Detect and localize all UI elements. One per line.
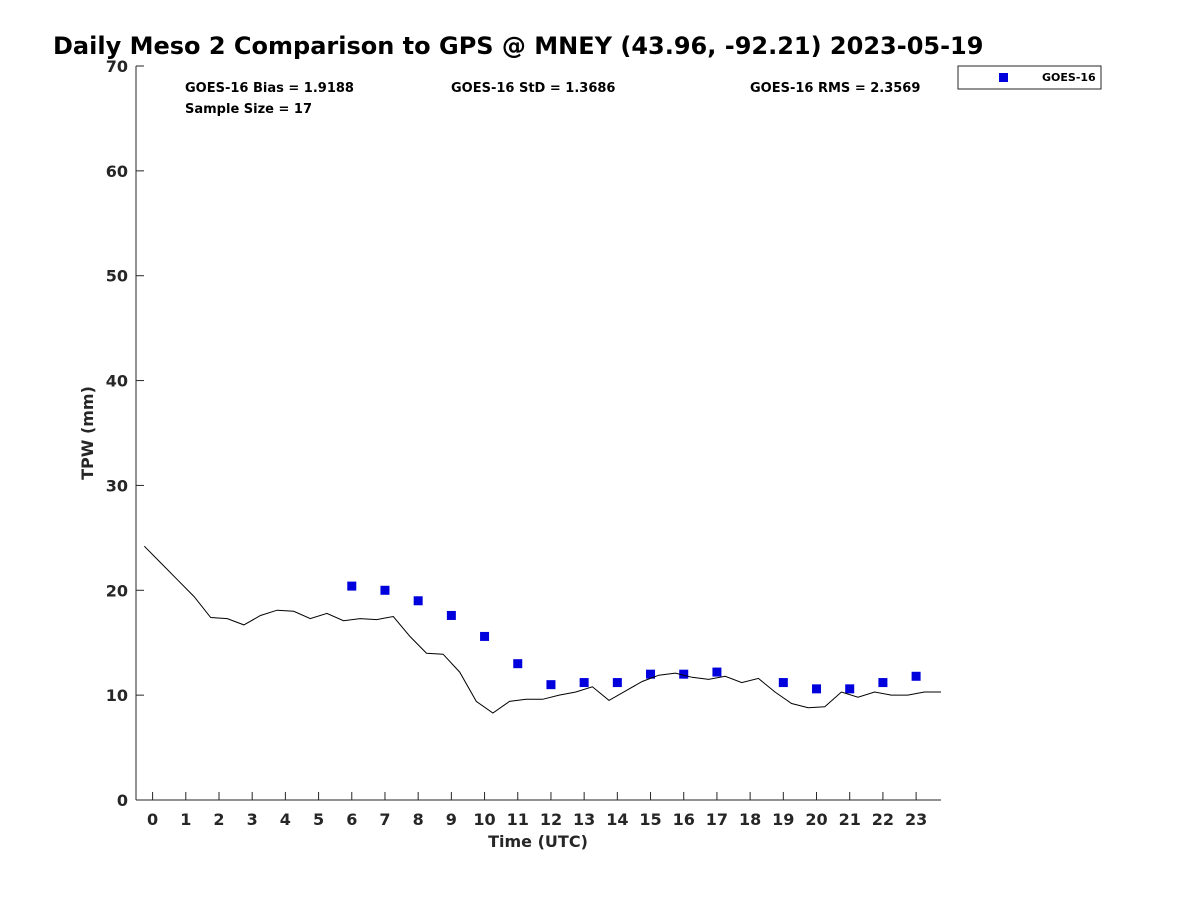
x-tick-label: 13	[573, 810, 595, 829]
x-tick-label: 18	[739, 810, 761, 829]
gps-tpw-line	[143, 545, 941, 714]
x-tick-label: 4	[280, 810, 291, 829]
x-tick-label: 11	[507, 810, 529, 829]
legend-box	[957, 65, 1102, 90]
goes16-data-point	[679, 669, 689, 679]
x-tick-label: 16	[673, 810, 695, 829]
x-tick-label: 12	[540, 810, 562, 829]
goes16-data-point	[546, 680, 556, 690]
y-tick-label: 60	[106, 162, 128, 181]
rms-stat: GOES-16 RMS = 2.3569	[750, 81, 920, 96]
x-tick-label: 9	[446, 810, 457, 829]
std-stat: GOES-16 StD = 1.3686	[451, 81, 615, 96]
goes16-data-point	[446, 610, 456, 620]
axes	[135, 66, 941, 801]
x-tick-label: 22	[872, 810, 894, 829]
goes16-data-point	[911, 671, 921, 681]
y-tick-label: 40	[106, 372, 128, 391]
goes16-data-point	[778, 678, 788, 688]
goes16-data-point	[347, 581, 357, 591]
x-tick-label: 17	[706, 810, 728, 829]
legend: GOES-16	[957, 65, 1102, 90]
goes16-data-point	[480, 631, 490, 641]
x-tick-label: 8	[413, 810, 424, 829]
y-tick-label: 10	[106, 686, 128, 705]
goes16-data-point	[646, 669, 656, 679]
x-tick-label: 23	[905, 810, 927, 829]
x-tick-label: 6	[346, 810, 357, 829]
goes16-data-point	[413, 596, 423, 606]
y-ticks: 0 10 20 30 40 50 60 70	[106, 57, 144, 810]
x-tick-label: 2	[213, 810, 224, 829]
legend-label: GOES-16	[1042, 71, 1096, 84]
stats-annotations: GOES-16 Bias = 1.9188 GOES-16 StD = 1.36…	[185, 81, 920, 117]
y-tick-label: 20	[106, 581, 128, 600]
goes16-data-point	[612, 678, 622, 688]
goes16-data-point	[380, 585, 390, 595]
x-tick-label: 20	[805, 810, 827, 829]
x-tick-label: 5	[313, 810, 324, 829]
x-tick-label: 3	[247, 810, 258, 829]
y-axis-label: TPW (mm)	[78, 386, 97, 480]
legend-marker	[999, 73, 1008, 82]
x-tick-label: 7	[379, 810, 390, 829]
x-tick-label: 1	[180, 810, 191, 829]
y-tick-label: 50	[106, 267, 128, 286]
chart-title: Daily Meso 2 Comparison to GPS @ MNEY (4…	[53, 32, 983, 60]
x-ticks: 0 1 2 3 4 5 6 7 8 9 10 11 12 13 14 15 16 17 18 19 20 21 22 23	[147, 792, 927, 829]
y-tick-label: 0	[117, 791, 128, 810]
x-tick-label: 14	[606, 810, 628, 829]
x-tick-label: 10	[473, 810, 495, 829]
x-axis-label: Time (UTC)	[488, 832, 588, 851]
x-tick-label: 21	[839, 810, 861, 829]
goes16-data-point	[712, 667, 722, 677]
x-tick-label: 19	[772, 810, 794, 829]
y-tick-label: 70	[106, 57, 128, 76]
goes16-data-point	[878, 678, 888, 688]
x-tick-label: 15	[639, 810, 661, 829]
y-tick-label: 30	[106, 476, 128, 495]
goes16-data-point	[579, 678, 589, 688]
goes16-data-point	[845, 684, 855, 694]
goes16-data-point	[812, 684, 822, 694]
goes16-data-point	[513, 659, 523, 669]
x-tick-label: 0	[147, 810, 158, 829]
sample-size-stat: Sample Size = 17	[185, 102, 312, 117]
bias-stat: GOES-16 Bias = 1.9188	[185, 81, 354, 96]
data-series	[143, 545, 941, 714]
